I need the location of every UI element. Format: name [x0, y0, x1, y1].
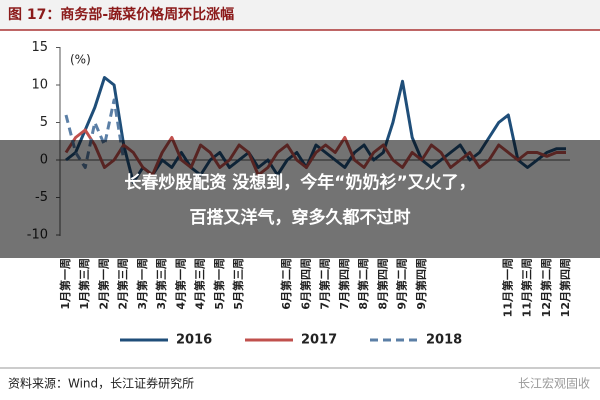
x-tick-label: 2月第一周: [96, 258, 110, 310]
x-tick-label: 5月第三周: [231, 258, 245, 310]
watermark: 长江宏观固收: [518, 376, 590, 391]
x-tick-label: 4月第三周: [193, 258, 207, 310]
y-tick-label: 10: [31, 78, 48, 93]
x-tick-label: 9月第四周: [414, 258, 428, 310]
x-tick-label: 3月第一周: [135, 258, 149, 310]
legend-label: 2016: [176, 333, 212, 348]
x-tick-label: 12月第二周: [539, 258, 553, 317]
x-tick-label: 6月第二周: [279, 258, 293, 310]
x-tick-label: 11月第三周: [520, 258, 534, 317]
x-tick-label: 5月第一周: [212, 258, 226, 310]
x-tick-label: 1月第三周: [77, 258, 91, 310]
x-tick-label: 8月第四周: [375, 258, 389, 310]
x-tick-label: 2月第三周: [116, 258, 130, 310]
x-tick-label: 1月第一周: [58, 258, 72, 310]
title-bar: [0, 0, 600, 30]
y-axis-label: (%): [70, 53, 91, 67]
x-tick-label: 12月第四周: [558, 258, 572, 317]
legend-label: 2017: [301, 333, 337, 348]
x-tick-label: 8月第二周: [356, 258, 370, 310]
legend-label: 2018: [426, 333, 462, 348]
x-tick-label: 6月第四周: [298, 258, 312, 310]
series-line: [64, 98, 126, 169]
x-tick-label: 4月第一周: [173, 258, 187, 310]
x-tick-label: 7月第四周: [337, 258, 351, 310]
x-tick-label: 11月第一周: [500, 258, 514, 317]
overlay-band: [0, 140, 600, 258]
x-tick-label: 9月第二周: [395, 258, 409, 310]
x-tick-label: 7月第二周: [318, 258, 332, 310]
y-tick-label: 15: [31, 40, 48, 55]
overlay-text: 长春炒股配资 没想到，今年“奶奶衫”又火了，: [124, 172, 475, 193]
chart-title: 图 17：商务部-蔬菜价格周环比涨幅: [8, 6, 234, 23]
y-tick-label: 5: [40, 115, 48, 130]
x-tick-label: 3月第三周: [154, 258, 168, 310]
overlay-text: 百搭又洋气，穿多久都不过时: [190, 207, 411, 228]
source-note: 资料来源：Wind，长江证券研究所: [8, 376, 194, 391]
